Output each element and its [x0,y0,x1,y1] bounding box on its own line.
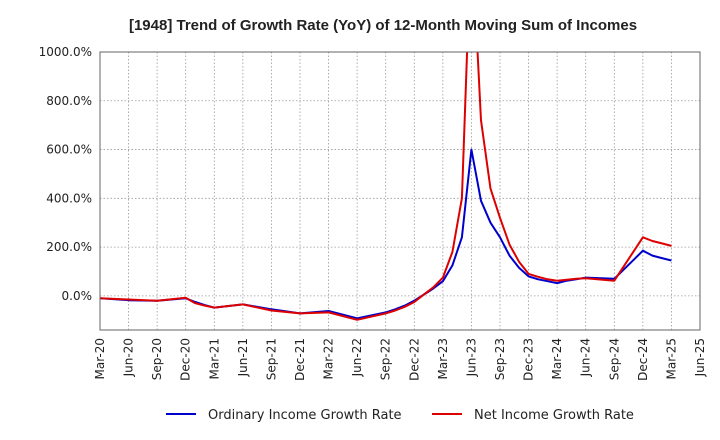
plot-frame [99,51,701,331]
y-tick-label: 400.0% [46,191,92,205]
x-tick-label: Sep-20 [150,338,164,380]
y-tick-label: 1000.0% [39,45,92,59]
x-tick-label: Sep-23 [493,338,507,380]
x-tick-label: Mar-21 [207,338,221,379]
y-tick-label: 600.0% [46,143,92,157]
y-axis-tick-labels: 0.0% 200.0% 400.0% 600.0% 800.0% 1000.0% [39,45,92,303]
x-tick-label: Jun-20 [122,338,136,377]
y-tick-label: 200.0% [46,240,92,254]
x-tick-label: Dec-20 [179,338,193,381]
y-tick-label: 800.0% [46,94,92,108]
x-tick-label: Dec-24 [636,338,650,381]
x-tick-label: Mar-22 [322,338,336,379]
x-tick-label: Dec-23 [522,338,536,381]
legend: Ordinary Income Growth Rate Net Income Gr… [166,408,634,423]
x-tick-label: Jun-25 [693,338,707,377]
x-tick-label: Sep-22 [379,338,393,380]
x-tick-label: Dec-21 [293,338,307,381]
x-tick-label: Sep-24 [607,338,621,380]
chart-title: [1948] Trend of Growth Rate (YoY) of 12-… [129,17,637,34]
legend-label-1: Ordinary Income Growth Rate [208,408,402,423]
x-tick-label: Jun-21 [236,338,250,377]
vertical-gridlines [128,52,672,330]
x-tick-label: Sep-21 [264,338,278,380]
x-tick-label: Mar-23 [436,338,450,379]
x-axis-tick-labels: Mar-20 Jun-20 Sep-20 Dec-20 Mar-21 Jun-21 Sep-… [93,338,707,381]
x-tick-label: Dec-22 [407,338,421,381]
x-tick-label: Mar-25 [664,338,678,379]
x-tick-label: Jun-23 [464,338,478,377]
series-line-2 [100,52,672,321]
legend-label-2: Net Income Growth Rate [474,408,634,423]
x-tick-label: Mar-24 [550,338,564,379]
y-tick-label: 0.0% [62,289,93,303]
series-lines [100,52,672,321]
x-tick-label: Jun-22 [350,338,364,377]
plot-area [100,52,700,330]
x-tick-label: Mar-20 [93,338,107,379]
x-tick-label: Jun-24 [579,338,593,377]
